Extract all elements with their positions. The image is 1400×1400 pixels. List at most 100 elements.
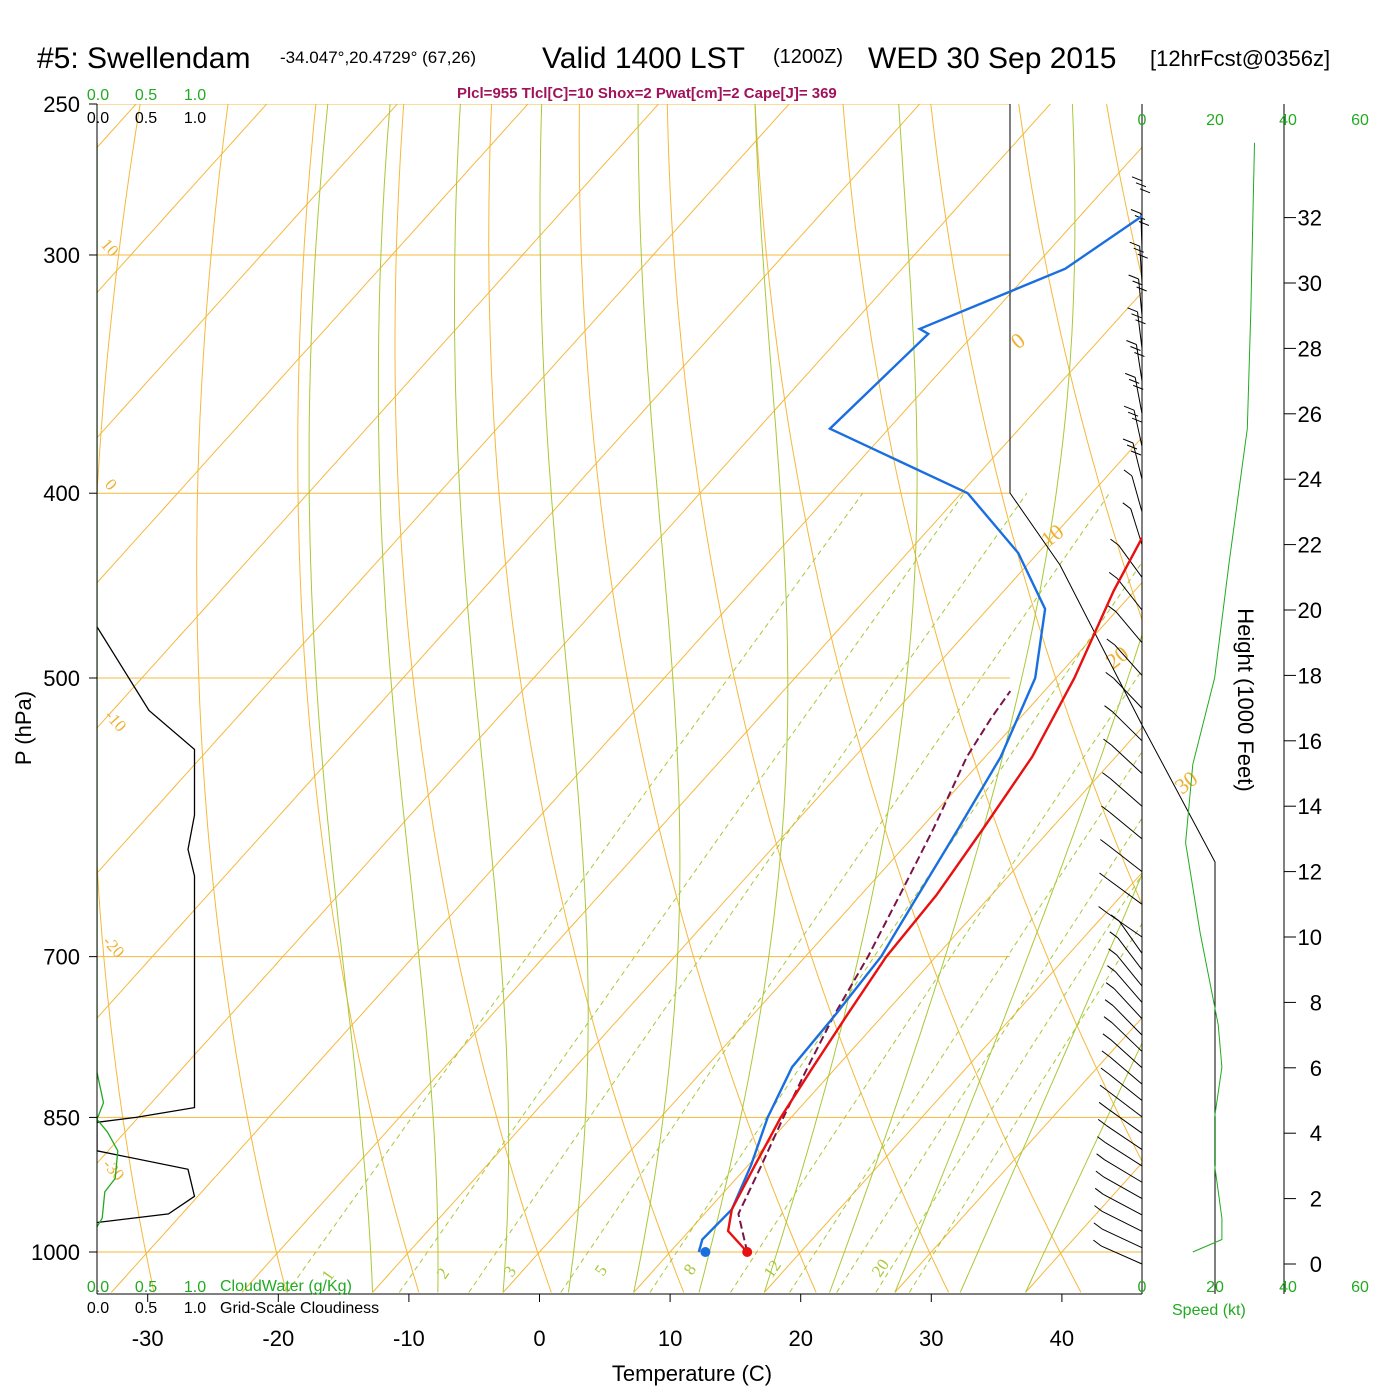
isotherm-30 xyxy=(894,1017,1142,1293)
cloudwater-tick-top: 0.0 xyxy=(87,87,109,104)
title-station: #5: Swellendam xyxy=(37,42,250,75)
wind-barb-flag xyxy=(1123,405,1135,411)
wind-barb-staff xyxy=(1133,410,1143,447)
speed-tick-bottom: 20 xyxy=(1206,1279,1224,1296)
wind-barb-flag xyxy=(1105,982,1115,990)
dry-adiabat-363 xyxy=(1188,70,1400,1292)
speed-tick-top: 0 xyxy=(1138,112,1147,129)
mixing-ratio-label: 3 xyxy=(500,1262,520,1280)
wind-barb-staff xyxy=(1112,711,1143,742)
wind-barb-flag xyxy=(1132,280,1143,286)
cloudiness-line xyxy=(97,626,196,1224)
isotherm-label: 10 xyxy=(1036,519,1069,552)
height-tick-label: 6 xyxy=(1310,1056,1322,1081)
x-axis-label: Temperature (C) xyxy=(612,1361,772,1386)
wind-barb-staff xyxy=(1130,508,1143,545)
wind-barb-flag xyxy=(1101,805,1110,813)
dry-adiabat-263 xyxy=(297,104,420,1293)
height-tick-label: 10 xyxy=(1298,925,1322,950)
wind-barb-flag xyxy=(1103,738,1112,746)
wind-barb-staff xyxy=(1116,578,1143,611)
dry-adiabat-label: 0 xyxy=(101,475,121,494)
dry-adiabat-label: -10 xyxy=(101,706,130,736)
wind-barb-flag xyxy=(1129,241,1140,247)
x-tick-label: 40 xyxy=(1050,1326,1074,1351)
mixing-ratio-label: 20 xyxy=(868,1255,893,1280)
isotherm--110 xyxy=(97,104,137,149)
x-tick-label: -30 xyxy=(132,1326,164,1351)
isotherm-10 xyxy=(633,726,1142,1293)
wind-barb-staff xyxy=(1101,1245,1143,1265)
height-tick-label: 12 xyxy=(1298,860,1322,885)
moist-adiabat-5 xyxy=(539,104,589,1293)
cloud-panel xyxy=(97,142,196,1228)
mixing-ratio-20 xyxy=(836,817,1142,1293)
isotherm-0 xyxy=(502,581,1142,1293)
wind-barb-staff xyxy=(1135,344,1143,382)
height-tick-label: 28 xyxy=(1298,336,1322,361)
wind-barb-flag xyxy=(1131,313,1142,319)
wind-barb-flag xyxy=(1130,346,1141,351)
wind-barb-staff xyxy=(1115,971,1143,1003)
height-tick-label: 22 xyxy=(1298,533,1322,558)
cloudwater-tick-bottom: 1.0 xyxy=(184,1279,206,1296)
wind-barb-staff xyxy=(1134,377,1143,414)
dry-adiabat-303 xyxy=(666,104,950,1293)
x-tick-label: -10 xyxy=(393,1326,425,1351)
moist-adiabat-0 xyxy=(454,104,510,1293)
isotherm--10 xyxy=(372,436,1142,1293)
p-tick-label: 300 xyxy=(43,243,80,268)
isotherm-label: 30 xyxy=(1170,766,1203,799)
isotherm--70 xyxy=(97,104,660,729)
title-valid: Valid 1400 LST xyxy=(542,42,745,75)
wind-barb-staff xyxy=(1112,1005,1143,1036)
wind-barb-staff xyxy=(1140,213,1143,251)
wind-barb-flag xyxy=(1130,209,1142,214)
height-tick-label: 14 xyxy=(1298,794,1322,819)
title-forecast: [12hrFcst@0356z] xyxy=(1150,46,1330,71)
title-zulu: (1200Z) xyxy=(773,46,843,68)
height-tick-label: 18 xyxy=(1298,663,1322,688)
wind-barb-flag xyxy=(1125,372,1136,378)
cloudiness-tick-top: 0.0 xyxy=(87,110,109,127)
moist-adiabat-30 xyxy=(894,633,1142,1293)
isotherm-label: 0 xyxy=(1006,327,1030,353)
wind-barb-flag xyxy=(1130,450,1142,456)
x-tick-label: 30 xyxy=(919,1326,943,1351)
wind-barb-flag xyxy=(1102,1033,1112,1041)
isotherm--60 xyxy=(97,104,790,874)
wind-barb-staff xyxy=(1131,475,1143,513)
moist-adiabat-15 xyxy=(698,104,789,1293)
mixing-ratio-label: 8 xyxy=(680,1260,700,1278)
cloudiness-tick-bottom: 1.0 xyxy=(184,1300,206,1317)
isotherm--50 xyxy=(97,104,921,1019)
wind-barb-staff xyxy=(1101,1228,1143,1249)
wind-barb-flag xyxy=(1138,221,1150,226)
wind-barb-staff xyxy=(1105,1124,1143,1150)
height-tick-label: 20 xyxy=(1298,598,1322,623)
wind-barb-flag xyxy=(1107,965,1116,973)
p-tick-label: 500 xyxy=(43,666,80,691)
wind-barb-flag xyxy=(1098,906,1107,913)
isotherm--40 xyxy=(97,104,1051,1164)
height-tick-label: 8 xyxy=(1310,990,1322,1015)
wind-barb-flag xyxy=(1129,378,1140,384)
p-tick-label: 400 xyxy=(43,481,80,506)
speed-tick-bottom: 0 xyxy=(1138,1279,1147,1296)
cloudwater-tick-top: 0.5 xyxy=(135,87,157,104)
wind-panel xyxy=(1009,104,1255,1294)
wind-barb-staff xyxy=(1117,937,1143,971)
wind-barb-flag xyxy=(1094,1187,1104,1195)
x-tick-label: -20 xyxy=(262,1326,294,1351)
mixing-ratio-8 xyxy=(649,561,1142,1293)
wind-barb-flag xyxy=(1107,605,1117,613)
speed-tick-bottom: 60 xyxy=(1351,1279,1369,1296)
wind-barb-flag xyxy=(1127,307,1138,313)
mixing-ratio-3 xyxy=(468,492,1028,1293)
speed-tick-top: 20 xyxy=(1206,112,1224,129)
y-axis-label: P (hPa) xyxy=(11,691,36,765)
wind-barb-flag xyxy=(1099,872,1108,880)
wind-barb-flag xyxy=(1109,931,1119,939)
wind-barb-flag xyxy=(1100,839,1109,846)
